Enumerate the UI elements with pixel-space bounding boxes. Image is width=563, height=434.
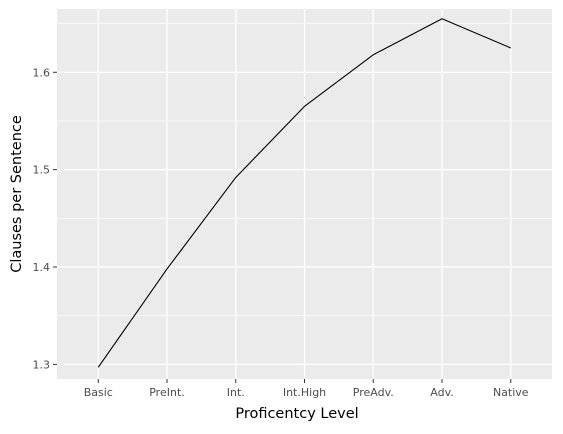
y-tick-label: 1.4	[33, 261, 51, 274]
x-tick-label: Basic	[84, 386, 113, 399]
x-axis: Basic PreInt. Int. Int.High PreAdv. Adv. Nativ…	[84, 379, 529, 399]
y-tick-label: 1.5	[33, 164, 51, 177]
x-tick-label: Int.	[227, 386, 245, 399]
y-axis: 1.3 1.4 1.5 1.6	[33, 66, 58, 371]
x-tick-label: Int.High	[283, 386, 326, 399]
x-tick-label: PreInt.	[149, 386, 185, 399]
x-tick-label: PreAdv.	[353, 386, 394, 399]
y-axis-title: Clauses per Sentence	[9, 115, 25, 273]
y-tick-label: 1.6	[33, 66, 51, 79]
y-tick-label: 1.3	[33, 358, 51, 371]
x-axis-title: Proficentcy Level	[235, 406, 358, 422]
x-tick-label: Native	[493, 386, 529, 399]
x-tick-label: Adv.	[430, 386, 453, 399]
